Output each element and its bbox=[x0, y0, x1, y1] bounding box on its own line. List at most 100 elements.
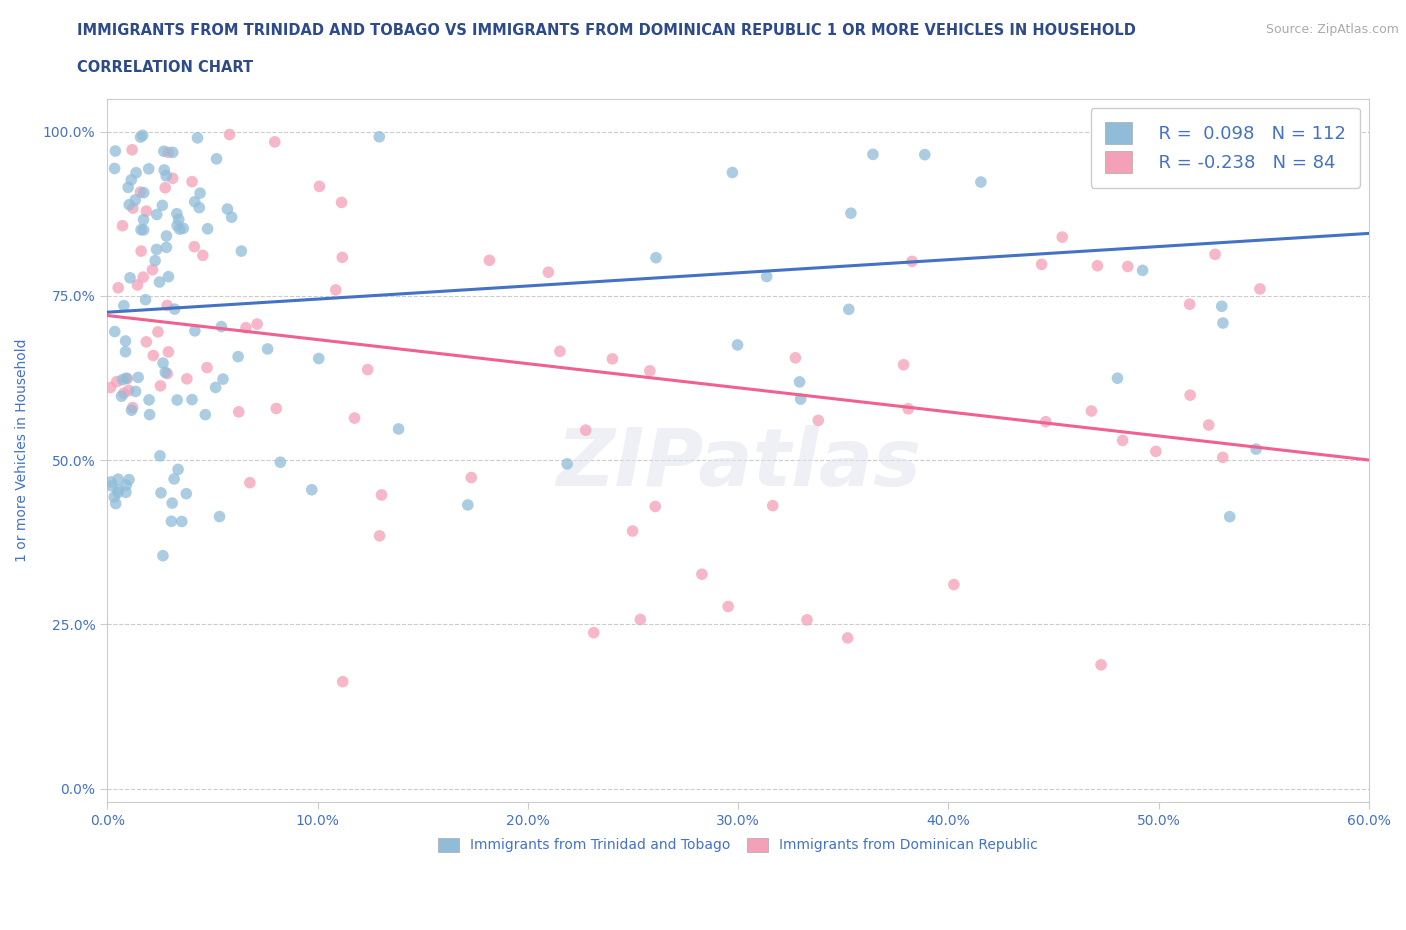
Point bbox=[256, 341, 278, 356]
Point bbox=[839, 206, 862, 220]
Point bbox=[194, 407, 217, 422]
Point bbox=[690, 566, 713, 581]
Point bbox=[548, 344, 571, 359]
Point bbox=[148, 274, 170, 289]
Point bbox=[204, 380, 226, 395]
Point bbox=[117, 371, 139, 386]
Point bbox=[231, 244, 253, 259]
Point bbox=[264, 401, 287, 416]
Point bbox=[1143, 155, 1166, 170]
Point bbox=[143, 253, 166, 268]
Point bbox=[166, 392, 188, 407]
Point bbox=[105, 374, 128, 389]
Point bbox=[160, 514, 183, 529]
Point bbox=[762, 498, 785, 513]
Point bbox=[157, 344, 180, 359]
Point bbox=[1178, 297, 1201, 312]
Point bbox=[246, 316, 269, 331]
Point bbox=[717, 599, 740, 614]
Text: Source: ZipAtlas.com: Source: ZipAtlas.com bbox=[1265, 23, 1399, 36]
Point bbox=[1087, 259, 1109, 273]
Point bbox=[163, 472, 186, 486]
Point bbox=[370, 487, 392, 502]
Point bbox=[218, 127, 240, 142]
Point bbox=[162, 171, 184, 186]
Point bbox=[150, 198, 173, 213]
Point bbox=[145, 242, 167, 257]
Point bbox=[1031, 257, 1053, 272]
Point bbox=[155, 180, 177, 195]
Point bbox=[142, 348, 165, 363]
Point bbox=[129, 185, 152, 200]
Point bbox=[1116, 259, 1139, 274]
Point bbox=[1132, 263, 1154, 278]
Point bbox=[575, 422, 598, 437]
Point bbox=[155, 168, 177, 183]
Point bbox=[146, 325, 169, 339]
Point bbox=[169, 221, 191, 236]
Point bbox=[228, 405, 250, 419]
Point bbox=[155, 240, 177, 255]
Point bbox=[170, 514, 193, 529]
Point bbox=[122, 201, 145, 216]
Point bbox=[107, 472, 129, 486]
Point bbox=[163, 301, 186, 316]
Point bbox=[162, 145, 184, 160]
Point bbox=[387, 421, 409, 436]
Point bbox=[209, 319, 232, 334]
Point bbox=[893, 357, 915, 372]
Point bbox=[263, 135, 285, 150]
Point bbox=[115, 478, 138, 493]
Point bbox=[167, 212, 190, 227]
Point bbox=[460, 470, 482, 485]
Point bbox=[157, 270, 180, 285]
Point bbox=[129, 129, 152, 144]
Point bbox=[897, 402, 920, 417]
Point bbox=[862, 147, 884, 162]
Point bbox=[155, 365, 177, 379]
Point bbox=[212, 372, 235, 387]
Point bbox=[121, 400, 143, 415]
Point bbox=[124, 384, 146, 399]
Point bbox=[914, 147, 936, 162]
Point bbox=[368, 129, 391, 144]
Point bbox=[181, 392, 204, 407]
Point bbox=[602, 352, 624, 366]
Point bbox=[176, 486, 198, 501]
Point bbox=[150, 485, 173, 500]
Text: IMMIGRANTS FROM TRINIDAD AND TOBAGO VS IMMIGRANTS FROM DOMINICAN REPUBLIC 1 OR M: IMMIGRANTS FROM TRINIDAD AND TOBAGO VS I… bbox=[77, 23, 1136, 38]
Point bbox=[1204, 246, 1226, 261]
Legend: Immigrants from Trinidad and Tobago, Immigrants from Dominican Republic: Immigrants from Trinidad and Tobago, Imm… bbox=[433, 832, 1043, 858]
Point bbox=[582, 625, 605, 640]
Point bbox=[789, 392, 811, 406]
Point bbox=[330, 195, 353, 210]
Point bbox=[269, 455, 291, 470]
Point bbox=[621, 524, 644, 538]
Point bbox=[124, 193, 146, 207]
Point bbox=[135, 335, 157, 350]
Point bbox=[217, 202, 239, 217]
Point bbox=[107, 485, 129, 500]
Point bbox=[111, 219, 134, 233]
Point bbox=[195, 360, 218, 375]
Point bbox=[115, 485, 138, 499]
Point bbox=[1212, 450, 1234, 465]
Point bbox=[132, 270, 155, 285]
Point bbox=[107, 483, 129, 498]
Point bbox=[1178, 388, 1201, 403]
Point bbox=[121, 142, 143, 157]
Point bbox=[149, 448, 172, 463]
Point bbox=[555, 457, 578, 472]
Point bbox=[457, 498, 479, 512]
Point bbox=[901, 254, 924, 269]
Point bbox=[146, 207, 169, 222]
Point bbox=[172, 220, 194, 235]
Point bbox=[152, 355, 174, 370]
Point bbox=[166, 219, 188, 233]
Point bbox=[301, 483, 323, 498]
Point bbox=[127, 370, 149, 385]
Point bbox=[1219, 510, 1241, 525]
Point bbox=[183, 239, 205, 254]
Point bbox=[325, 283, 347, 298]
Point bbox=[112, 299, 135, 313]
